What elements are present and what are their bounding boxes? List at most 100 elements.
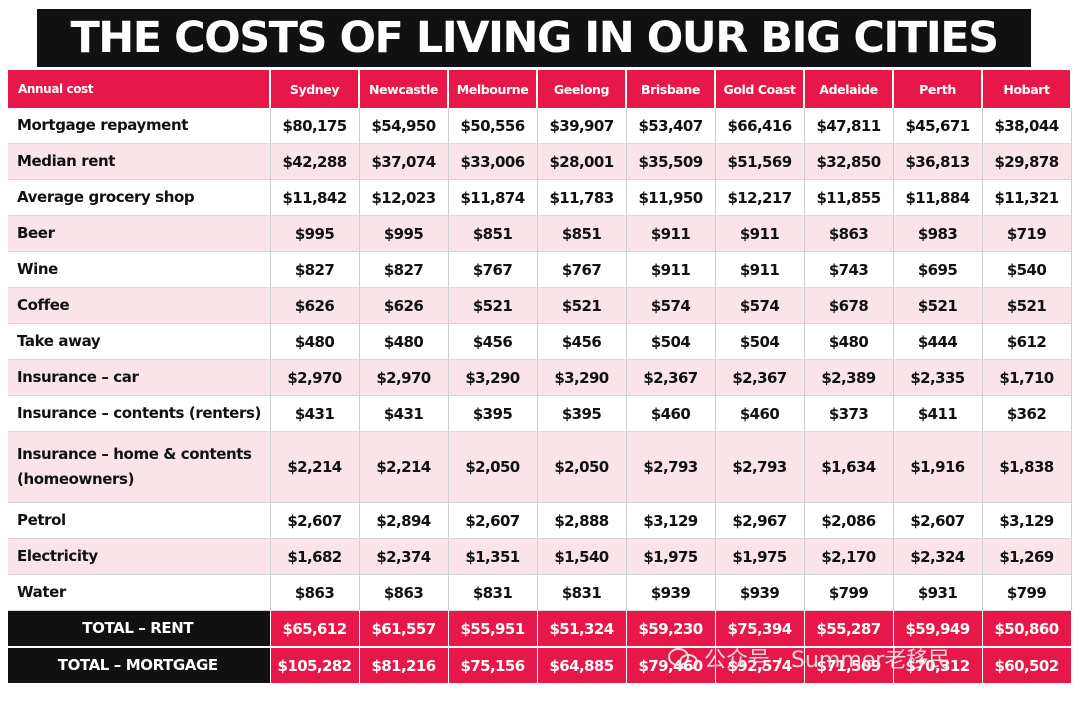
cost-cell: $11,950 [626,179,716,216]
column-header: Sydney [270,70,360,108]
cost-cell: $480 [804,323,894,360]
cost-cell: $2,389 [804,359,894,396]
table-row: Petrol $2,607 $2,894 $2,607 $2,888 $3,129 $2,9… [8,502,1072,539]
total-row: TOTAL – RENT $65,612 $61,557 $55,951 $51,324… [8,610,1072,648]
cost-cell: $3,290 [448,359,538,396]
cost-cell: $2,050 [448,431,538,503]
row-label: Water [8,574,271,611]
column-header: Geelong [537,70,627,108]
column-header: Gold Coast [715,70,805,108]
table-row: Beer $995 $995 $851 $851 $911 $911 $863 $983 $719 [8,215,1072,252]
cost-cell: $831 [537,574,627,611]
cost-cell: $2,793 [715,431,805,503]
cost-cell: $39,907 [537,108,627,144]
cost-cell: $92,574 [715,647,805,685]
cost-cell: $827 [270,251,360,288]
cost-cell: $1,916 [893,431,983,503]
cost-cell: $2,374 [359,538,449,575]
cost-cell: $831 [448,574,538,611]
cost-cell: $695 [893,251,983,288]
cost-cell: $1,975 [626,538,716,575]
cost-cell: $911 [626,215,716,252]
cost-cell: $2,607 [270,502,360,539]
cost-cell: $81,216 [359,647,449,685]
row-label: Mortgage repayment [8,108,271,144]
cost-cell: $2,894 [359,502,449,539]
column-header: Melbourne [448,70,538,108]
cost-cell: $851 [448,215,538,252]
cost-cell: $456 [448,323,538,360]
cost-cell: $799 [804,574,894,611]
table-row: Insurance – contents (renters) $431 $431 $3… [8,395,1072,432]
cost-cell: $799 [982,574,1072,611]
cost-cell: $1,975 [715,538,805,575]
cost-cell: $767 [537,251,627,288]
row-label: Median rent [8,143,271,180]
cost-cell: $2,607 [448,502,538,539]
table-row: Mortgage repayment $80,175 $54,950 $50,556 $… [8,108,1072,144]
cost-cell: $1,540 [537,538,627,575]
cost-cell: $2,967 [715,502,805,539]
cost-cell: $2,970 [359,359,449,396]
cost-cell: $60,502 [982,647,1072,685]
watermark-text: 公众号 · Summer老移民 [704,648,951,673]
cost-cell: $521 [982,287,1072,324]
row-label: Insurance – contents (renters) [8,395,271,432]
cost-cell: $2,367 [715,359,805,396]
cost-cell: $540 [982,251,1072,288]
cost-cell: $11,783 [537,179,627,216]
table-header-row: Annual cost Sydney Newcastle Melbourne G… [8,70,1072,108]
cost-cell: $50,860 [982,610,1072,648]
cost-cell: $460 [626,395,716,432]
cost-cell: $3,129 [982,502,1072,539]
cost-cell: $626 [270,287,360,324]
cost-cell: $863 [270,574,360,611]
cost-cell: $35,509 [626,143,716,180]
cost-cell: $33,006 [448,143,538,180]
cost-cell: $612 [982,323,1072,360]
cost-cell: $2,888 [537,502,627,539]
cost-cell: $42,288 [270,143,360,180]
cost-cell: $12,023 [359,179,449,216]
cost-cell: $2,214 [270,431,360,503]
cost-cell: $521 [537,287,627,324]
cost-cell: $2,367 [626,359,716,396]
total-row: TOTAL – MORTGAGE $105,282 $81,216 $75,156 $6… [8,647,1072,685]
table-row: Insurance – car $2,970 $2,970 $3,290 $3,290 $… [8,359,1072,396]
row-label: Wine [8,251,271,288]
row-label: Coffee [8,287,271,324]
cost-cell: $70,312 [893,647,983,685]
cost-cell: $995 [359,215,449,252]
table-row: Electricity $1,682 $2,374 $1,351 $1,540 $1,97… [8,538,1072,575]
cost-cell: $431 [359,395,449,432]
cost-cell: $504 [626,323,716,360]
cost-cell: $80,175 [270,108,360,144]
cost-cell: $460 [715,395,805,432]
cost-cell: $1,682 [270,538,360,575]
cost-cell: $851 [537,215,627,252]
cost-cell: $767 [448,251,538,288]
watermark: 公众号 · Summer老移民 [668,641,950,675]
column-header: Adelaide [804,70,894,108]
cost-cell: $939 [626,574,716,611]
table-row: Coffee $626 $626 $521 $521 $574 $574 $678 $521 $5… [8,287,1072,324]
cost-cell: $45,671 [893,108,983,144]
cost-cell: $32,850 [804,143,894,180]
column-header: Perth [893,70,983,108]
cost-cell: $2,607 [893,502,983,539]
cost-cell: $2,793 [626,431,716,503]
row-label: Electricity [8,538,271,575]
cost-cell: $626 [359,287,449,324]
row-label: TOTAL – RENT [8,610,271,648]
cost-cell: $54,950 [359,108,449,144]
cost-cell: $939 [715,574,805,611]
cost-cell: $574 [626,287,716,324]
cost-cell: $431 [270,395,360,432]
cost-cell: $373 [804,395,894,432]
cost-cell: $1,710 [982,359,1072,396]
row-label: TOTAL – MORTGAGE [8,647,271,685]
column-header: Annual cost [8,70,271,108]
cost-cell: $444 [893,323,983,360]
column-header: Brisbane [626,70,716,108]
cost-cell: $11,884 [893,179,983,216]
